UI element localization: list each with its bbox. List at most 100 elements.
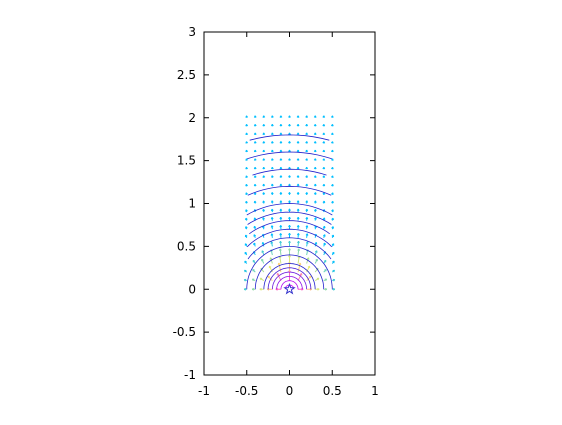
field-arrow-head bbox=[278, 248, 282, 251]
field-arrow-head bbox=[270, 175, 274, 178]
field-arrow-head bbox=[288, 216, 291, 220]
field-arrow-head bbox=[245, 209, 248, 212]
field-arrow-head bbox=[296, 183, 300, 186]
field-arrow-head bbox=[296, 158, 300, 161]
field-arrow-head bbox=[279, 124, 283, 127]
field-arrow-head bbox=[262, 141, 266, 144]
field-arrow-head bbox=[331, 209, 334, 212]
contour-line bbox=[249, 134, 330, 141]
y-tick-label: -0.5 bbox=[173, 325, 196, 339]
contour-lines bbox=[246, 134, 333, 290]
field-arrow-head bbox=[332, 278, 336, 282]
field-arrow-head bbox=[305, 175, 309, 178]
y-tick-label: 1 bbox=[188, 197, 196, 211]
field-arrow-head bbox=[267, 275, 270, 279]
field-arrow-head bbox=[306, 257, 310, 260]
field-arrow-head bbox=[253, 234, 257, 237]
field-arrow-head bbox=[324, 278, 328, 282]
field-arrow-head bbox=[322, 225, 326, 229]
field-arrow bbox=[276, 273, 282, 281]
contour-line bbox=[252, 168, 327, 176]
contour-line bbox=[267, 267, 312, 290]
field-arrow-head bbox=[252, 269, 255, 272]
field-arrow-head bbox=[313, 124, 317, 127]
contour-line bbox=[247, 185, 332, 196]
y-tick-label: 0.5 bbox=[177, 239, 196, 253]
field-arrow-head bbox=[305, 233, 309, 236]
field-arrow-head bbox=[288, 183, 291, 186]
field-arrow-head bbox=[279, 183, 283, 186]
contour-line bbox=[246, 245, 333, 290]
field-arrow-head bbox=[305, 217, 309, 220]
field-arrow-head bbox=[262, 166, 266, 170]
field-arrow-head bbox=[313, 192, 317, 195]
contour-line bbox=[247, 151, 332, 160]
field-arrow-head bbox=[245, 115, 249, 118]
field-arrow-head bbox=[322, 192, 326, 195]
field-arrow-head bbox=[296, 208, 300, 211]
field-arrow-head bbox=[270, 115, 274, 118]
field-arrow-head bbox=[322, 115, 326, 118]
contour-line bbox=[247, 211, 332, 225]
field-arrow-head bbox=[296, 175, 300, 178]
field-arrow-head bbox=[268, 265, 272, 269]
field-arrow-head bbox=[313, 175, 317, 178]
field-arrow-head bbox=[305, 158, 309, 161]
field-arrow-head bbox=[253, 166, 257, 170]
field-arrow-head bbox=[261, 250, 265, 253]
field-arrow-head bbox=[244, 226, 248, 229]
field-arrow-head bbox=[270, 166, 274, 170]
y-tick-label: 3 bbox=[188, 25, 196, 39]
field-arrow-head bbox=[296, 192, 300, 195]
field-arrow bbox=[297, 262, 301, 273]
field-arrow-head bbox=[279, 141, 283, 144]
field-arrow-head bbox=[313, 115, 317, 118]
field-arrow-head bbox=[314, 250, 318, 253]
field-arrow-head bbox=[262, 132, 266, 135]
field-arrow-head bbox=[279, 225, 283, 228]
y-tick-label: 2 bbox=[188, 111, 196, 125]
field-arrow-head bbox=[253, 192, 257, 195]
field-arrow-head bbox=[296, 132, 300, 135]
field-arrow-head bbox=[279, 192, 283, 195]
field-arrow bbox=[278, 262, 282, 273]
field-arrow-head bbox=[245, 175, 249, 178]
field-arrow-head bbox=[262, 192, 266, 195]
field-arrow-head bbox=[262, 217, 265, 220]
field-arrow-head bbox=[279, 115, 283, 118]
source-star bbox=[283, 282, 296, 295]
field-arrow-head bbox=[331, 192, 334, 195]
field-arrow-head bbox=[322, 200, 326, 204]
field-arrow bbox=[279, 256, 282, 264]
field-arrow-head bbox=[314, 217, 317, 220]
field-arrow-head bbox=[245, 166, 249, 170]
contour-line bbox=[271, 271, 308, 290]
field-arrow-head bbox=[253, 175, 257, 178]
contour-line bbox=[254, 254, 325, 290]
field-arrow-head bbox=[296, 225, 300, 228]
field-arrow-head bbox=[270, 192, 274, 195]
field-arrow bbox=[297, 256, 300, 264]
y-tick-label: 1.5 bbox=[177, 154, 196, 168]
field-arrow-head bbox=[270, 241, 274, 244]
contour-line bbox=[263, 263, 316, 290]
field-arrow-head bbox=[253, 124, 257, 127]
field-arrow-head bbox=[269, 257, 273, 260]
x-tick-label: 0 bbox=[286, 384, 294, 398]
field-arrow-head bbox=[288, 132, 291, 135]
x-tick-label: 1 bbox=[371, 384, 379, 398]
field-arrow-head bbox=[245, 132, 249, 135]
contour-line bbox=[280, 280, 299, 290]
field-arrow-head bbox=[243, 269, 247, 273]
field-arrow-head bbox=[262, 183, 266, 187]
field-arrow-head bbox=[245, 200, 248, 204]
field-arrow-head bbox=[253, 242, 256, 246]
field-arrow-head bbox=[305, 208, 309, 212]
field-arrow-head bbox=[305, 141, 309, 144]
x-axis: -1 -0.5 0 0.5 1 bbox=[198, 32, 379, 398]
field-arrow-head bbox=[331, 243, 335, 246]
field-arrow-head bbox=[313, 149, 317, 153]
field-arrow-head bbox=[305, 183, 309, 187]
field-arrow-head bbox=[252, 259, 256, 263]
field-arrow-head bbox=[288, 208, 291, 211]
